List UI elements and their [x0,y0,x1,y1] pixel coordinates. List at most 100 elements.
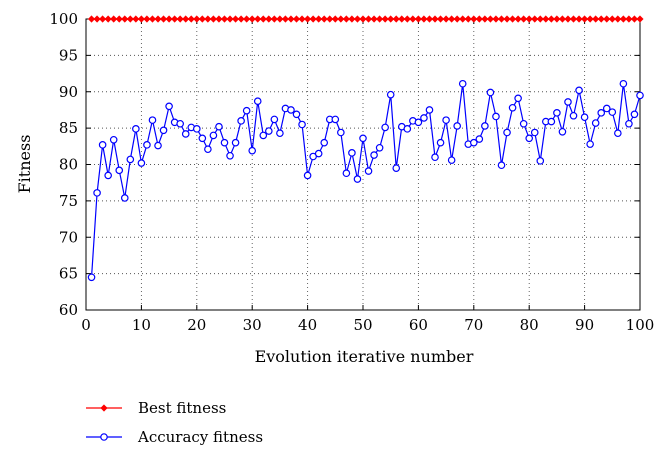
best-fitness-point [414,15,422,23]
accuracy-fitness-point [109,135,118,144]
best-fitness-point [254,15,262,23]
best-fitness-point [608,15,616,23]
accuracy-fitness-point [348,149,356,157]
accuracy-fitness-point [265,127,273,135]
accuracy-fitness-point [314,149,323,158]
accuracy-fitness-point [120,194,129,202]
best-fitness-point [597,15,605,23]
x-axis-label: Evolution iterative number [255,347,474,366]
best-fitness-point [154,15,162,23]
accuracy-fitness-point [276,129,284,138]
legend-swatch-marker [100,404,108,412]
legend-label: Best fitness [138,399,226,417]
accuracy-fitness-point [298,120,306,129]
accuracy-fitness-point [364,167,373,175]
accuracy-fitness-point [486,88,495,97]
best-fitness-point [270,15,278,23]
best-fitness-point [93,15,101,23]
best-fitness-point [237,15,245,23]
x-tick-label: 60 [409,316,428,334]
best-fitness-point [137,15,145,23]
x-tick-label: 0 [81,316,91,334]
best-fitness-point [171,15,179,23]
best-fitness-point [448,15,456,23]
series-accuracy-fitness [87,79,644,282]
accuracy-fitness-point [248,146,257,155]
accuracy-fitness-point [87,273,96,282]
accuracy-fitness-point [303,171,312,180]
accuracy-fitness-point [547,117,556,126]
best-fitness-point [503,15,511,23]
accuracy-fitness-point [630,110,639,119]
accuracy-fitness-point [597,109,606,117]
best-fitness-point [581,15,589,23]
accuracy-fitness-point [270,115,279,124]
accuracy-fitness-point [553,109,561,117]
best-fitness-point [220,15,229,23]
best-fitness-point [520,15,528,23]
best-fitness-point [536,15,544,23]
y-tick-label: 90 [59,83,78,101]
best-fitness-point [403,15,411,23]
best-fitness-point [99,15,107,23]
best-fitness-point [187,15,195,23]
best-fitness-point [486,15,494,23]
best-fitness-point [625,15,633,23]
accuracy-fitness-point [536,157,545,165]
accuracy-fitness-point [447,156,456,164]
accuracy-fitness-point [165,102,173,111]
best-fitness-point [381,15,389,23]
accuracy-fitness-point [370,151,378,159]
accuracy-fitness-point [386,90,395,99]
best-fitness-point [159,15,168,23]
best-fitness-point [509,15,517,23]
best-fitness-point [409,15,417,23]
accuracy-fitness-point [469,138,478,147]
best-fitness-point [453,15,461,23]
best-fitness-point [315,15,323,23]
best-fitness-point [182,15,190,23]
best-fitness-point [370,15,378,23]
best-fitness-point [143,15,151,23]
best-fitness-point [198,15,206,23]
accuracy-fitness-point [287,106,295,114]
x-tick-label: 70 [464,316,483,334]
accuracy-fitness-point [204,145,212,154]
accuracy-fitness-point [98,141,107,149]
accuracy-fitness-point [503,128,511,137]
best-fitness-point [281,15,290,23]
accuracy-fitness-point [337,128,345,137]
accuracy-fitness-point [602,104,611,113]
legend-item-accuracy-fitness: Accuracy fitness [86,428,263,446]
legend-label: Accuracy fitness [137,428,263,446]
accuracy-fitness-point [608,108,617,116]
accuracy-fitness-point [320,138,329,147]
accuracy-fitness-point [242,106,251,115]
accuracy-fitness-point [519,119,528,128]
series-layer [87,15,644,282]
accuracy-fitness-point [215,122,223,131]
accuracy-fitness-point [458,79,467,88]
best-fitness-point [248,15,256,23]
y-axis-label: Fitness [15,135,34,194]
accuracy-fitness-point [359,134,367,143]
best-fitness-point [331,15,339,23]
best-fitness-point [431,15,439,23]
best-fitness-point [121,15,129,23]
best-fitness-point [636,15,644,23]
x-tick-label: 30 [243,316,262,334]
best-fitness-point [104,15,112,23]
accuracy-fitness-point [580,113,589,122]
legend: Best fitness Accuracy fitness [86,399,263,446]
best-fitness-point [459,15,467,23]
best-fitness-point [398,15,406,23]
axis-ticks: 0 10 20 30 40 50 60 70 80 90 100 60 65 70 75 80 85 90 95 10… [49,10,654,334]
accuracy-fitness-point [436,138,445,147]
best-fitness-point [614,15,622,23]
best-fitness-point [442,15,450,23]
best-fitness-point [376,15,384,23]
accuracy-fitness-point [132,125,140,133]
accuracy-fitness-point [442,116,450,124]
best-fitness-point [292,15,301,23]
accuracy-fitness-point [237,117,245,125]
